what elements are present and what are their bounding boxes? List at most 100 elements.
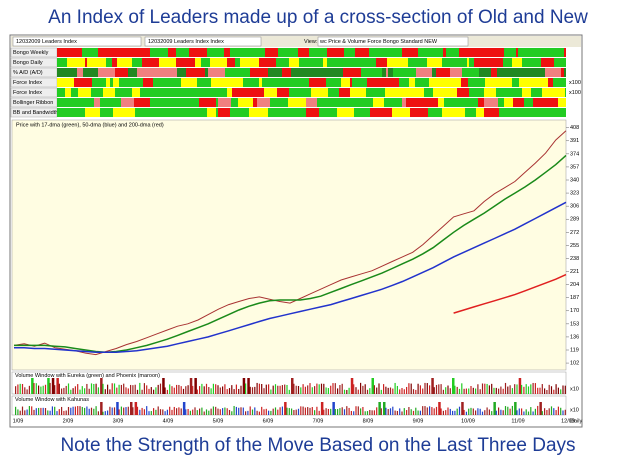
volume-bar — [47, 378, 50, 394]
indicator-band — [552, 98, 558, 107]
volume-bar — [396, 385, 398, 394]
indicator-band — [451, 108, 465, 117]
volume-bar — [86, 406, 88, 415]
indicator-band — [352, 78, 365, 87]
volume-bar — [415, 389, 417, 394]
view-box[interactable] — [317, 36, 469, 47]
indicator-band — [115, 68, 128, 77]
volume-bar — [210, 388, 212, 394]
indicator-band — [468, 78, 485, 87]
indicator-band — [225, 68, 244, 77]
indicator-band — [85, 58, 87, 67]
volume-bar — [327, 408, 329, 415]
volume-bar — [369, 409, 371, 415]
list-box[interactable] — [144, 36, 262, 47]
volume-bar — [337, 388, 339, 394]
indicator-band — [469, 88, 475, 97]
indicator-band — [218, 98, 231, 107]
indicator-band — [71, 48, 82, 57]
volume-bar — [120, 406, 122, 415]
volume-bar — [523, 386, 525, 394]
volume-bar — [251, 387, 254, 394]
x-tick-label: 11/09 — [511, 418, 524, 424]
volume-bar — [353, 411, 355, 415]
volume-bar — [51, 378, 55, 394]
volume-bar — [148, 388, 150, 394]
volume-bar — [222, 386, 224, 394]
y-tick-label: 255 — [570, 243, 579, 249]
indicator-band — [249, 108, 268, 117]
indicator-band — [286, 78, 294, 87]
volume-bar — [507, 386, 509, 394]
volume-bar — [38, 385, 40, 394]
y-tick-label: 340 — [570, 177, 579, 183]
indicator-band — [70, 98, 77, 107]
volume-bar — [431, 378, 434, 394]
indicator-band — [165, 88, 167, 97]
indicator-band — [265, 48, 278, 57]
indicator-band — [92, 78, 106, 87]
indicator-band — [236, 108, 249, 117]
indicator-band — [259, 78, 262, 87]
volume-bar — [422, 388, 424, 394]
indicator-label: BB and Bandwidth — [13, 110, 58, 116]
symbol-box[interactable] — [12, 36, 142, 47]
volume-bar — [366, 411, 369, 415]
volume-bar — [104, 411, 106, 415]
volume-bar — [507, 406, 509, 415]
indicator-band — [272, 108, 286, 117]
volume-bar — [498, 388, 500, 394]
volume-bar — [187, 385, 189, 394]
indicator-band — [410, 108, 428, 117]
volume-bar — [530, 384, 532, 394]
indicator-band — [365, 78, 367, 87]
indicator-band — [354, 58, 369, 67]
volume-bar — [15, 386, 17, 394]
volume-scale: x10 — [570, 386, 579, 392]
volume-bar — [297, 385, 300, 394]
volume-bar — [403, 408, 405, 415]
volume-bar — [346, 406, 348, 415]
volume-bar — [341, 383, 343, 394]
indicator-band — [219, 58, 227, 67]
indicator-band — [106, 98, 121, 107]
volume-bar — [104, 389, 106, 394]
volume-bar — [274, 384, 277, 394]
volume-bar — [419, 410, 421, 415]
volume-bar — [100, 378, 103, 394]
indicator-band — [201, 58, 210, 67]
volume-bar — [233, 389, 235, 394]
indicator-band — [415, 78, 429, 87]
indicator-band — [436, 68, 450, 77]
volume-bar — [412, 410, 415, 415]
indicator-band — [57, 88, 65, 97]
volume-bar — [343, 389, 346, 394]
volume-bar — [245, 411, 247, 415]
list: 12032009 Leaders Index Index — [148, 39, 224, 45]
indicator-band — [362, 98, 373, 107]
volume-bar — [205, 409, 208, 415]
indicator-band — [65, 88, 71, 97]
volume-bar — [21, 406, 24, 415]
indicator-band — [121, 98, 134, 107]
volume-bar — [171, 386, 173, 394]
indicator-band — [77, 68, 83, 77]
volume-bar — [210, 408, 212, 415]
volume-bar — [235, 406, 237, 415]
volume-bar — [49, 410, 51, 415]
indicator-band — [427, 58, 442, 67]
indicator-band — [218, 108, 230, 117]
indicator-band — [350, 88, 366, 97]
volume-bar — [143, 383, 145, 394]
indicator-band — [282, 68, 291, 77]
volume-bar — [100, 402, 103, 415]
volume-bar — [544, 408, 546, 415]
indicator-band — [306, 98, 317, 107]
volume-bar — [261, 406, 263, 415]
indicator-band — [286, 108, 295, 117]
indicator-band — [278, 48, 282, 57]
volume-bar — [527, 411, 530, 415]
volume-bar — [389, 408, 392, 415]
indicator-band — [386, 68, 388, 77]
volume-bar — [424, 382, 426, 394]
